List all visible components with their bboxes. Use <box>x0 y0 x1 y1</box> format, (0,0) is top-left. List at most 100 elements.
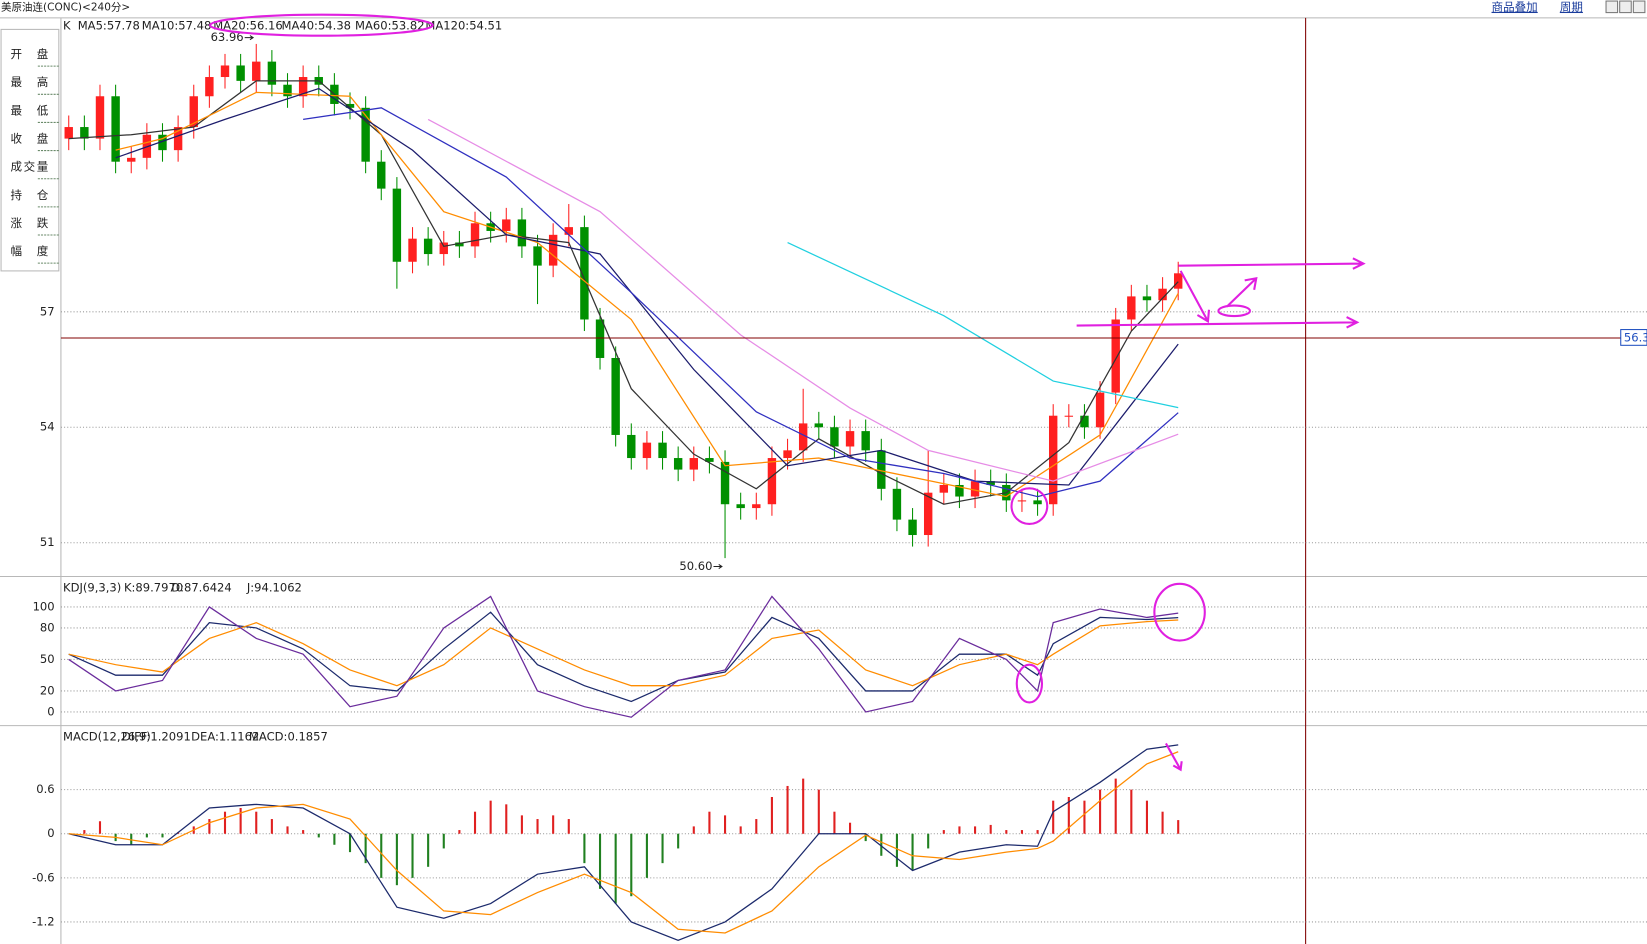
button[interactable] <box>1605 0 1619 14</box>
candle-body <box>220 65 230 78</box>
series-line <box>68 80 1179 505</box>
candle-body <box>783 450 792 459</box>
legend-item: J:94.1062 <box>246 581 302 595</box>
price-box-label: 56.3 <box>1624 330 1647 344</box>
legend-item: DIFF:1.2091 <box>122 730 191 744</box>
window-buttons[interactable] <box>1605 0 1646 14</box>
candle-body <box>970 481 980 497</box>
candle-body <box>283 84 292 97</box>
candle-body <box>673 458 683 470</box>
series-line <box>68 611 1179 703</box>
candle-body <box>502 219 511 231</box>
candle-body <box>127 157 136 162</box>
annotation-arrow <box>244 35 255 41</box>
candle-body <box>1127 296 1136 320</box>
series-line <box>68 744 1179 942</box>
candle-body <box>1017 500 1027 502</box>
button[interactable] <box>1619 0 1632 14</box>
link[interactable]: 商品叠加 <box>1492 0 1538 14</box>
legend-item: MA5:57.78 <box>78 19 140 33</box>
series-line <box>427 118 1179 482</box>
series-line <box>68 751 1179 934</box>
candle-body <box>1111 319 1120 393</box>
candle-body <box>80 127 89 139</box>
legend-title: KDJ(9,3,3) <box>63 581 121 595</box>
candle-body <box>1158 288 1167 301</box>
candle-body <box>189 96 198 128</box>
marker-circle <box>1010 487 1049 526</box>
y-tick-label: 100 <box>33 599 55 613</box>
y-tick-label: 20 <box>40 683 55 697</box>
annotation-arrow <box>713 563 723 570</box>
plot: 开盘最高最低收盘成交量持仓涨跌幅度51545763.9650.6056.3KMA… <box>11 19 1647 942</box>
legend-item: MA10:57.48 <box>142 19 212 33</box>
marker-ellipse <box>209 13 434 37</box>
candle-body <box>64 127 73 139</box>
candle-body <box>752 504 761 509</box>
candle-body <box>877 450 886 489</box>
price-box <box>1620 329 1647 346</box>
page-title: 美原油连(CONC)<240分> <box>1 0 130 13</box>
candle-body <box>392 188 402 262</box>
y-tick-label: -0.6 <box>32 870 55 884</box>
marker-circle <box>1015 663 1044 704</box>
candle-body <box>658 442 667 459</box>
y-tick-label: 0.6 <box>36 782 54 796</box>
candle-body <box>1095 392 1105 428</box>
candle-body <box>814 423 824 428</box>
hand-annotations <box>209 13 1366 772</box>
arrow <box>1076 316 1360 329</box>
candle-body <box>580 227 589 320</box>
series-line <box>787 241 1179 409</box>
arrow <box>1165 742 1183 772</box>
candle-body <box>564 227 573 235</box>
candle-body <box>1033 500 1042 505</box>
series-line <box>303 107 1179 498</box>
candle-body <box>267 61 277 85</box>
y-tick-label: 0 <box>47 704 54 718</box>
candle-body <box>361 107 370 162</box>
legend-item: MA60:53.82 <box>355 19 425 33</box>
y-tick-label: -1.2 <box>32 914 55 928</box>
candle-body <box>611 357 620 435</box>
candle-body <box>455 242 464 247</box>
candle-body <box>470 223 480 247</box>
candle-body <box>798 423 808 451</box>
candle-body <box>1048 415 1058 505</box>
legend-item: MA40:54.38 <box>282 19 352 33</box>
candle-body <box>1142 296 1152 301</box>
candle-body <box>173 127 183 151</box>
candle-body <box>642 442 652 459</box>
y-tick-label: 50 <box>40 652 55 666</box>
legend-item: MA120:54.51 <box>425 19 502 33</box>
candle-body <box>955 484 964 497</box>
series-line <box>68 619 1179 687</box>
sidebar-label: 成交量 <box>11 160 49 174</box>
candle-body <box>767 458 777 505</box>
candle-body <box>252 61 261 81</box>
candle-body <box>1064 415 1074 417</box>
marker-ellipse <box>1217 304 1252 318</box>
candle-body <box>736 504 745 509</box>
legend-item: D:87.6424 <box>171 581 232 595</box>
candle-body <box>689 458 698 470</box>
legend-item: K:89.7970 <box>124 581 183 595</box>
candle-body <box>705 458 714 462</box>
candle-body <box>908 519 917 536</box>
candle-body <box>533 246 542 266</box>
y-tick-label: 80 <box>40 620 55 634</box>
candle-body <box>939 484 949 493</box>
candle-body <box>205 77 214 97</box>
candle-body <box>595 319 605 358</box>
candle-body <box>627 434 636 459</box>
candle-body <box>517 219 527 247</box>
candle-body <box>830 427 839 447</box>
link[interactable]: 周期 <box>1560 0 1583 14</box>
candle-body <box>923 492 933 536</box>
price-annotation: 63.96 <box>211 30 244 44</box>
button[interactable] <box>1632 0 1646 14</box>
y-tick-label: 57 <box>40 304 55 318</box>
candle-body <box>408 238 417 262</box>
legend-label: K <box>63 19 71 33</box>
series-line <box>115 87 1179 486</box>
